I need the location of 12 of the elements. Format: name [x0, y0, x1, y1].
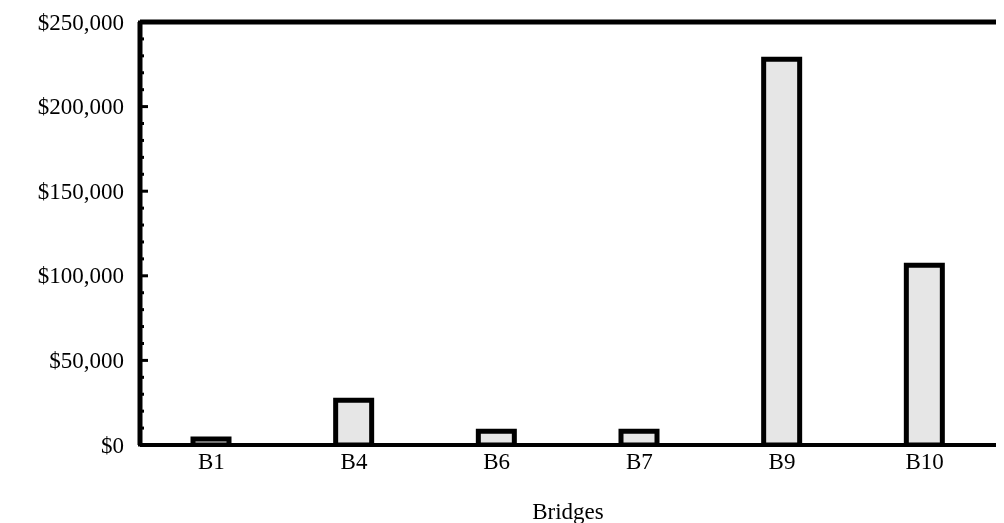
y-tick-label: $0 — [101, 432, 124, 458]
y-tick-label: $150,000 — [37, 178, 124, 204]
x-tick-label: B9 — [768, 449, 796, 475]
y-tick-label: $250,000 — [37, 9, 124, 35]
x-tick-label: B4 — [340, 449, 368, 475]
y-tick-label: $200,000 — [37, 94, 124, 120]
x-tick-label: B7 — [625, 449, 653, 475]
y-tick-label: $50,000 — [49, 347, 124, 373]
x-tick-label: B1 — [197, 449, 225, 475]
x-tick-label: B6 — [483, 449, 511, 475]
x-tick-label: B10 — [905, 449, 944, 475]
y-tick-label: $100,000 — [37, 263, 124, 289]
